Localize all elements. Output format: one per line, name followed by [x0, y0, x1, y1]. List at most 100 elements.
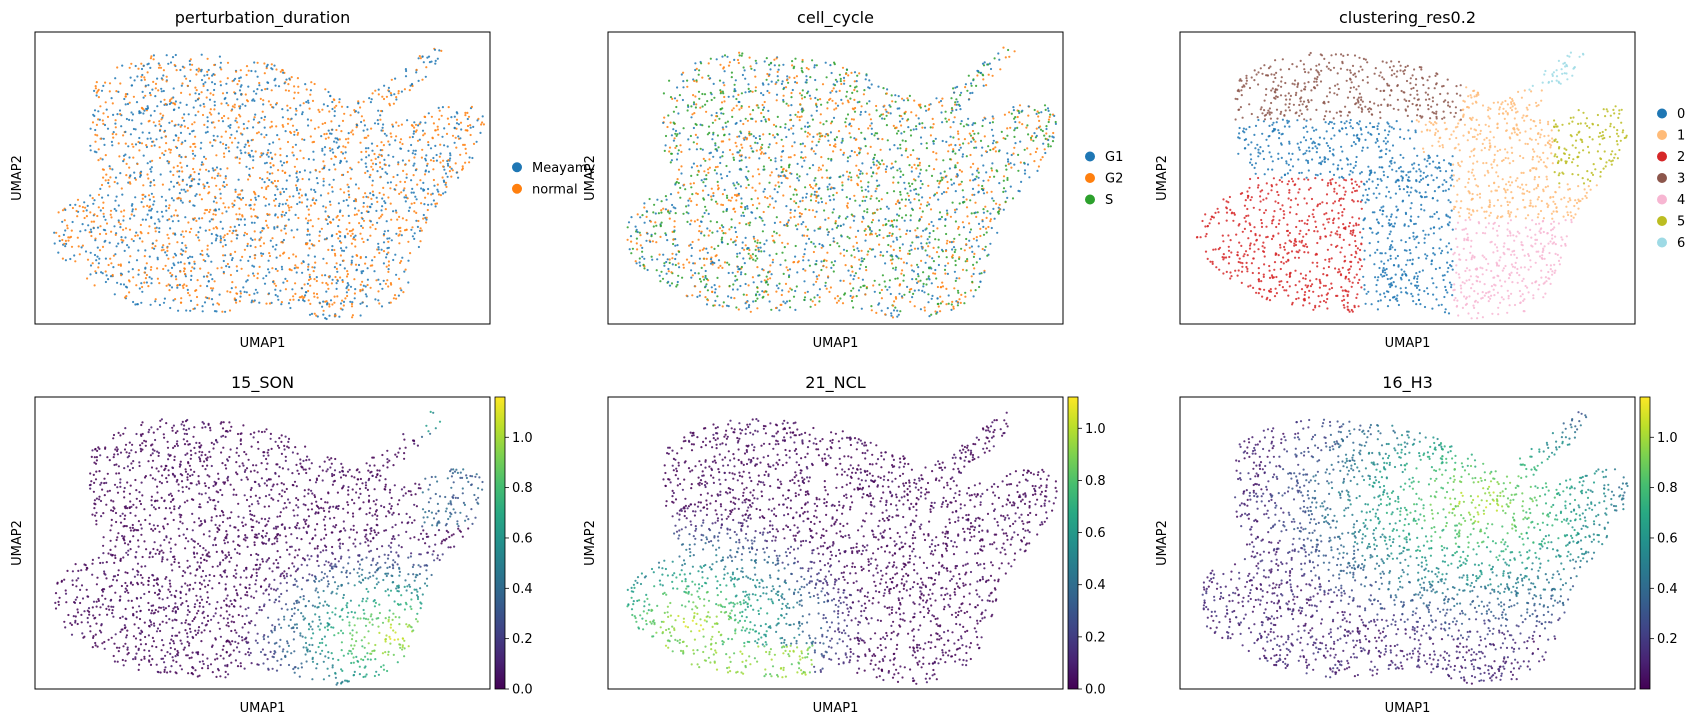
data-point: [308, 178, 311, 181]
data-point: [213, 63, 216, 67]
legend-label: normal: [532, 182, 578, 197]
data-point: [837, 130, 841, 133]
data-point: [292, 97, 296, 100]
data-point: [1013, 129, 1016, 132]
data-point: [208, 98, 212, 101]
data-point: [900, 257, 903, 260]
data-point: [305, 88, 308, 91]
data-point: [877, 161, 880, 164]
data-point: [333, 140, 336, 143]
data-point: [682, 127, 685, 130]
data-point: [270, 120, 273, 123]
data-point: [345, 246, 348, 249]
data-point: [191, 266, 194, 269]
data-point: [928, 267, 931, 270]
data-point: [188, 132, 191, 135]
data-point: [179, 125, 182, 128]
data-point: [350, 168, 353, 171]
data-point: [174, 53, 177, 57]
data-point: [809, 195, 813, 198]
data-point: [733, 88, 736, 91]
data-point: [63, 219, 66, 222]
data-point: [268, 213, 271, 216]
data-point: [960, 120, 963, 123]
data-point: [346, 105, 349, 109]
data-point: [276, 269, 279, 272]
data-point: [782, 94, 785, 97]
data-point: [380, 109, 383, 113]
data-point: [790, 172, 793, 175]
data-point: [776, 191, 779, 194]
data-point: [937, 255, 941, 258]
data-point: [980, 272, 983, 275]
data-point: [1027, 105, 1030, 108]
data-point: [376, 119, 379, 122]
data-point: [204, 208, 207, 212]
data-point: [875, 164, 878, 167]
data-point: [175, 278, 178, 281]
data-point: [373, 270, 376, 273]
data-point: [278, 138, 281, 141]
data-point: [308, 247, 311, 250]
data-point: [808, 133, 811, 136]
data-point: [76, 236, 79, 239]
data-point: [442, 192, 445, 195]
data-point: [945, 209, 949, 212]
data-point: [177, 309, 180, 312]
data-point: [169, 170, 172, 173]
data-point: [758, 137, 762, 141]
data-point: [347, 284, 350, 287]
data-point: [130, 213, 133, 216]
data-point: [124, 93, 127, 96]
data-point: [736, 288, 739, 291]
data-point: [688, 148, 691, 151]
data-point: [311, 99, 315, 102]
data-point: [322, 257, 325, 260]
data-point: [328, 110, 331, 113]
data-point: [787, 128, 791, 131]
data-point: [706, 227, 709, 230]
data-point: [713, 291, 717, 294]
data-point: [732, 107, 735, 110]
data-point: [946, 213, 949, 216]
data-point: [901, 269, 904, 272]
data-point: [894, 202, 898, 206]
data-point: [227, 104, 230, 107]
data-point: [832, 240, 835, 243]
data-point: [173, 252, 176, 255]
data-point: [247, 69, 250, 72]
data-point: [92, 113, 95, 116]
data-point: [301, 111, 304, 114]
data-point: [352, 228, 355, 231]
data-point: [971, 250, 974, 253]
data-point: [980, 154, 983, 157]
data-point: [830, 71, 833, 75]
data-point: [645, 210, 648, 213]
data-point: [754, 75, 757, 78]
data-point: [193, 267, 196, 270]
data-point: [888, 279, 892, 282]
data-point: [706, 299, 710, 302]
data-point: [739, 185, 743, 188]
data-point: [199, 147, 202, 150]
data-point: [339, 235, 342, 238]
data-point: [677, 191, 680, 194]
data-point: [655, 269, 658, 272]
data-point: [153, 222, 156, 225]
data-point: [751, 276, 755, 279]
data-point: [257, 131, 260, 134]
data-point: [258, 239, 261, 242]
data-point: [801, 97, 804, 100]
data-point: [252, 155, 255, 158]
data-point: [697, 272, 700, 275]
data-point: [418, 55, 421, 58]
data-point: [141, 240, 144, 243]
data-point: [379, 166, 382, 169]
data-point: [213, 104, 216, 107]
data-point: [269, 103, 272, 106]
data-point: [235, 213, 238, 216]
data-point: [859, 170, 862, 173]
data-point: [195, 73, 198, 76]
data-point: [805, 242, 808, 245]
data-point: [131, 113, 135, 116]
